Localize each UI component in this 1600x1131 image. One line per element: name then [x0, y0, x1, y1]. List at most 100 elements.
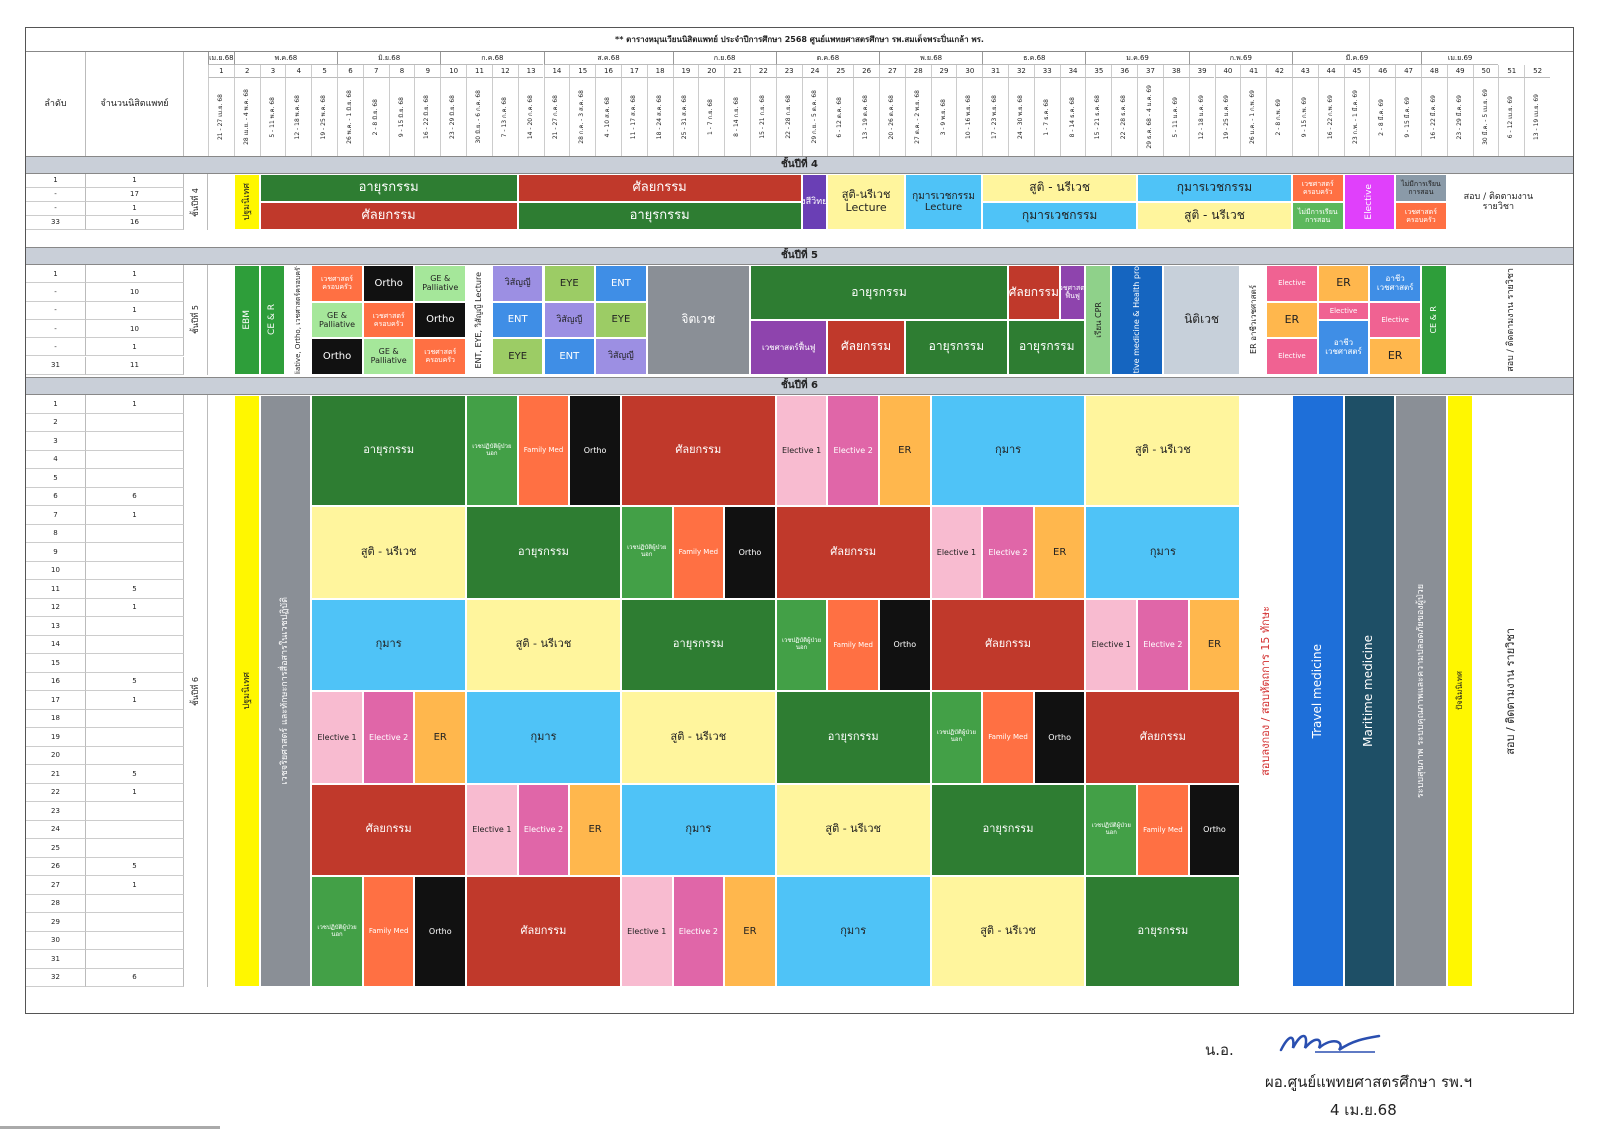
rotation-label: ER	[433, 731, 447, 743]
rotation-block: Elective 1	[775, 395, 828, 506]
week-number: 36	[1111, 65, 1138, 78]
row-order: -	[26, 188, 86, 202]
week-date-range: 1 - 7 ก.ย. 68	[698, 78, 724, 156]
row-student-count: 5	[86, 765, 184, 784]
rotation-block: เวชปฏิบัติผู้ป่วยนอก	[466, 395, 518, 506]
row-order: 18	[26, 709, 86, 728]
week-date-text: 16 - 22 มี.ค. 69	[1429, 94, 1437, 140]
rotation-label: อาชีวเวชศาสตร์	[1325, 338, 1362, 357]
rotation-block: เวชปฏิบัติผู้ป่วยนอก	[775, 598, 828, 691]
row-order: 1	[26, 395, 86, 414]
row-student-count: 1	[86, 265, 184, 284]
rotation-label: Elective 2	[988, 547, 1028, 557]
rotation-block: EYE	[491, 338, 544, 375]
rotation-label: เรียน CPR	[1093, 302, 1103, 338]
rotation-block: Ortho	[879, 598, 931, 691]
row-student-count: 1	[86, 301, 184, 320]
rotation-block: Ortho	[362, 265, 415, 302]
rotation-label: กุมารเวชกรรม	[1176, 180, 1253, 195]
rotation-block: นิติเวช	[1162, 265, 1241, 375]
rotation-label: เวชจริยศาสตร์ และทักษะการสื่อสารในเวชปฏิ…	[280, 597, 291, 785]
week-date-text: 30 มิ.ย. - 6 ก.ค. 68	[475, 90, 483, 144]
rotation-block: รังสีวิทยา	[801, 174, 828, 230]
week-date-range: 27 ต.ค. - 2 พ.ย. 68	[904, 78, 931, 156]
week-number: 27	[879, 65, 905, 78]
week-number: 16	[595, 65, 621, 78]
rotation-block: กุมาร	[1085, 506, 1241, 599]
rotation-label: เวชปฏิบัติผู้ป่วยนอก	[936, 729, 977, 744]
rotation-block: ER	[1317, 265, 1370, 302]
rotation-label: เวชปฏิบัติผู้ป่วยนอก	[472, 442, 512, 457]
week-date-range: 8 - 14 ก.ย. 68	[724, 78, 750, 156]
week-date-text: 24 - 30 พ.ย. 68	[1016, 95, 1024, 139]
rotation-block: สอบ / ติดตามงาน รายวิชา	[1472, 395, 1550, 987]
rotation-label: Elective 1	[1091, 640, 1131, 650]
signer-rank: น.อ.	[1205, 1041, 1234, 1059]
rotation-block: ศัลยกรรม	[1008, 265, 1060, 320]
week-date-range: 11 - 17 ส.ค. 68	[620, 78, 647, 156]
week-date-text: 28 ก.ค. - 3 ส.ค. 68	[578, 90, 586, 144]
week-number: 24	[801, 65, 828, 78]
row-order: 12	[26, 598, 86, 617]
week-date-text: 17 - 23 พ.ย. 68	[991, 95, 999, 139]
row-order: 21	[26, 765, 86, 784]
week-date-text: 1 - 7 ก.ย. 68	[707, 98, 715, 136]
week-date-range: 8 - 14 ธ.ค. 68	[1059, 78, 1086, 156]
row-order: 19	[26, 728, 86, 747]
rotation-label: Elective	[1364, 184, 1375, 220]
row-order: -	[26, 202, 86, 216]
rotation-label: สอบลงกอง / สอบหัตถการ 15 ทักษะ	[1258, 606, 1272, 776]
rotation-block: Elective 2	[517, 783, 570, 876]
signer-title: ผอ.ศูนย์แพทยศาสตรศึกษา รพ.ฯ	[1265, 1073, 1473, 1091]
week-number: 41	[1240, 65, 1267, 78]
rotation-label: ER	[1207, 639, 1222, 650]
week-number: 49	[1446, 65, 1473, 78]
row-order: 28	[26, 894, 86, 913]
week-date-range: 30 มิ.ย. - 6 ก.ค. 68	[466, 78, 492, 156]
header-order-label: ลำดับ	[26, 52, 86, 156]
week-date-range: 21 - 27 เม.ย. 68	[208, 78, 234, 156]
rotation-block: ER	[1033, 506, 1086, 599]
rotation-block: อายุรกรรม	[517, 202, 802, 230]
year-side-label: ชั้นปีที่ 4	[184, 174, 208, 230]
week-date-range: 23 - 29 มี.ค. 69	[1446, 78, 1473, 156]
month-header: ส.ค.68	[543, 52, 673, 65]
year-side-text: ชั้นปีที่ 6	[190, 676, 200, 706]
rotation-label: Ortho	[322, 350, 352, 362]
rotation-label: Family Med	[833, 640, 873, 649]
rotation-block: Elective 1	[930, 506, 983, 599]
rotation-block: GE & Palliative	[362, 338, 415, 375]
week-number: 23	[775, 65, 802, 78]
week-date-range: 6 - 12 เม.ย. 69	[1498, 78, 1524, 156]
row-student-count	[86, 746, 184, 765]
rotation-label: Elective 1	[936, 547, 977, 557]
rotation-label: Ortho	[1048, 732, 1071, 742]
row-student-count: 1	[86, 598, 184, 617]
rotation-label: กุมาร	[530, 729, 557, 743]
row-order: 20	[26, 746, 86, 765]
rotation-label: เวชปฏิบัติผู้ป่วยนอก	[627, 544, 667, 559]
rotation-label: กุมาร	[1149, 544, 1176, 558]
year-side-label: ชั้นปีที่ 5	[184, 265, 208, 375]
rotation-label: Elective	[1278, 352, 1306, 361]
rotation-block: ER	[1369, 338, 1421, 375]
rotation-label: Preventive medicine & Health promotion	[1132, 265, 1142, 375]
rotation-block: เวชศาสตร์ครอบครัว	[311, 265, 363, 302]
rotation-block: กุมาร	[620, 783, 776, 876]
rotation-label: Elective 2	[678, 926, 718, 936]
rotation-label: อายุรกรรม	[1018, 339, 1075, 354]
row-student-count: 5	[86, 672, 184, 691]
rotation-block: เวชปฏิบัติผู้ป่วยนอก	[620, 506, 673, 599]
week-number: 4	[285, 65, 312, 78]
rotation-schedule-table: ** ตารางหมุนเวียนนิสิตแพทย์ ประจำปีการศึ…	[25, 27, 1574, 1014]
row-student-count: 17	[86, 188, 184, 202]
rotation-block: Family Med	[362, 876, 415, 987]
rotation-block: เวชศาสตร์ครอบครัว	[1291, 174, 1344, 202]
week-date-text: 9 - 15 มี.ค. 69	[1404, 96, 1412, 138]
row-student-count	[86, 931, 184, 950]
rotation-block: สูติ - นรีเวช	[311, 506, 467, 599]
week-number: 5	[311, 65, 338, 78]
rotation-label: ระบบสุขภาพ ระบบคุณภาพและความปลอดภัยของผู…	[1415, 583, 1426, 799]
week-date-text: 12 - 18 พ.ค. 68	[294, 94, 302, 140]
rotation-block: วิสัญญี	[491, 265, 544, 302]
